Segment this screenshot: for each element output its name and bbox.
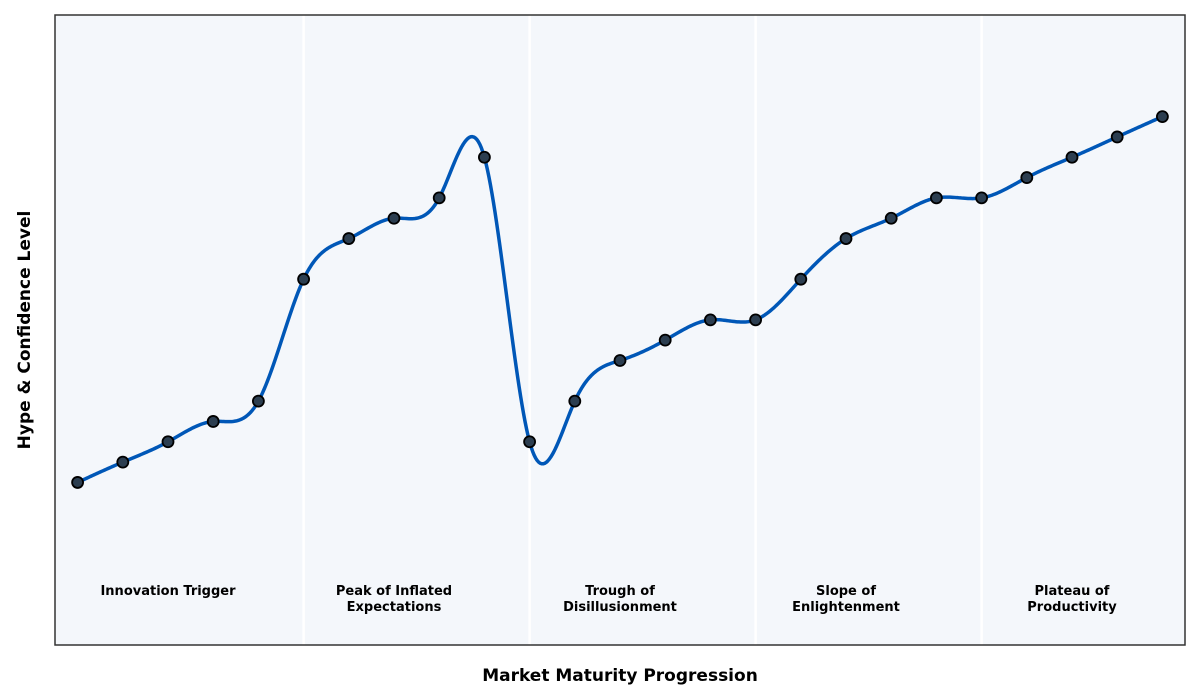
- data-point: [794, 272, 808, 286]
- data-point: [523, 435, 536, 449]
- phase-label: Innovation Trigger: [100, 584, 236, 599]
- data-point: [749, 313, 762, 327]
- plot-frame: [54, 14, 1186, 646]
- data-point: [884, 211, 898, 225]
- phase-label: Plateau of Productivity: [1027, 584, 1117, 615]
- data-point: [568, 394, 582, 408]
- data-point: [206, 415, 220, 428]
- data-point: [477, 150, 491, 164]
- data-point: [387, 211, 401, 225]
- data-point: [251, 394, 265, 408]
- plot-background: [55, 15, 1185, 645]
- phase-label: Slope of Enlightenment: [792, 584, 900, 615]
- data-point: [839, 232, 853, 245]
- data-point: [71, 476, 84, 489]
- phase-label: Peak of Inflated Expectations: [336, 584, 452, 615]
- data-point: [930, 191, 943, 205]
- data-point: [432, 191, 446, 205]
- data-point: [1020, 171, 1034, 184]
- data-point: [613, 354, 627, 367]
- data-point: [1110, 130, 1124, 144]
- data-point: [1156, 110, 1169, 124]
- data-point: [704, 313, 717, 327]
- data-point: [1065, 150, 1079, 164]
- data-point: [975, 191, 988, 205]
- data-point: [161, 435, 175, 449]
- y-axis-label: Hype & Confidence Level: [15, 211, 35, 450]
- data-point: [297, 272, 311, 286]
- data-point: [342, 232, 356, 245]
- data-point: [658, 333, 672, 347]
- phase-label: Trough of Disillusionment: [563, 584, 677, 615]
- data-point: [116, 455, 130, 469]
- x-axis-label: Market Maturity Progression: [482, 666, 758, 686]
